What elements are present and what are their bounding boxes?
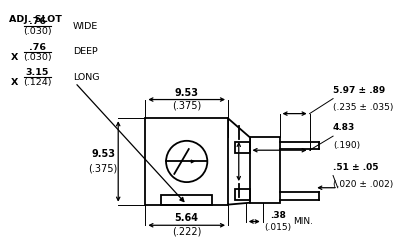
Text: (.375): (.375) xyxy=(88,163,118,173)
Text: 5.64: 5.64 xyxy=(175,213,199,223)
Text: X: X xyxy=(11,53,19,62)
Text: 9.53: 9.53 xyxy=(175,88,199,98)
Text: (.124): (.124) xyxy=(23,78,52,87)
Text: (.030): (.030) xyxy=(23,27,52,36)
Bar xyxy=(250,137,280,203)
Text: .51 ± .05: .51 ± .05 xyxy=(333,163,378,172)
Bar xyxy=(234,189,250,200)
Text: 3.15: 3.15 xyxy=(26,68,49,77)
Text: ADJ. SLOT: ADJ. SLOT xyxy=(9,15,62,24)
Text: 9.53: 9.53 xyxy=(91,149,115,159)
Text: DEEP: DEEP xyxy=(73,47,98,56)
Text: (.020 ± .002): (.020 ± .002) xyxy=(333,180,393,189)
Text: (.375): (.375) xyxy=(172,100,201,110)
Text: .76: .76 xyxy=(29,43,46,52)
Bar xyxy=(146,118,228,205)
Text: .38: .38 xyxy=(270,211,286,220)
Text: 5.97 ± .89: 5.97 ± .89 xyxy=(333,86,385,95)
Text: MIN.: MIN. xyxy=(293,217,313,226)
Text: 4.83: 4.83 xyxy=(333,123,355,132)
Text: (.190): (.190) xyxy=(333,141,360,150)
Bar xyxy=(161,195,212,205)
Text: X: X xyxy=(11,78,19,87)
Text: .76: .76 xyxy=(29,17,46,26)
Text: (.030): (.030) xyxy=(23,53,52,62)
Text: (.222): (.222) xyxy=(172,226,201,236)
Text: (.015): (.015) xyxy=(264,223,291,232)
Text: LONG: LONG xyxy=(73,73,100,81)
Text: WIDE: WIDE xyxy=(73,22,98,31)
Bar xyxy=(234,142,250,153)
Text: (.235 ± .035): (.235 ± .035) xyxy=(333,103,394,112)
